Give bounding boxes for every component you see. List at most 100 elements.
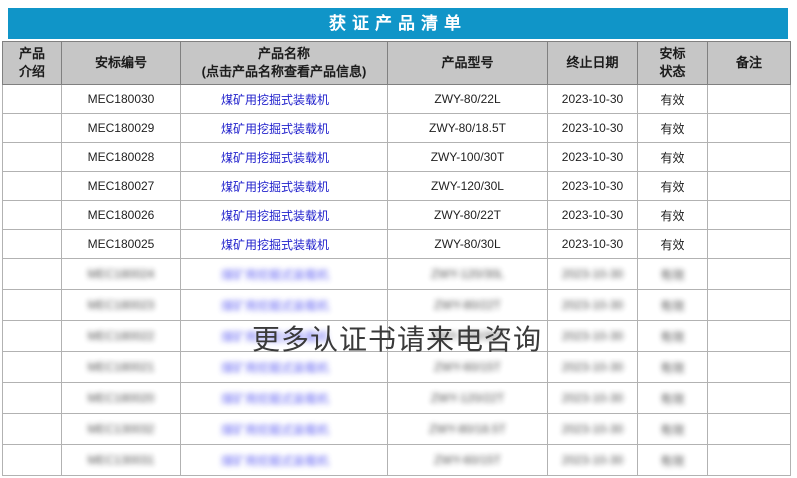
cell-safety-code: MEC180024 [61, 258, 181, 290]
product-name-link[interactable]: 煤矿用挖掘式装载机 [221, 391, 330, 406]
cell-product-model-text: ZWY-80/22T [434, 208, 501, 222]
cell-product-model-text: ZWY-80/18.5T [429, 422, 506, 436]
cell-status: 有效 [637, 413, 708, 445]
cell-status: 有效 [637, 382, 708, 414]
cell-remark [707, 258, 791, 290]
product-name-link[interactable]: 煤矿用挖掘式装载机 [221, 298, 330, 313]
column-header-name: 产品名称 (点击产品名称查看产品信息) [180, 41, 388, 85]
cell-product-model: ZWY-80/18.5T [387, 413, 548, 445]
table-row: MEC180028 煤矿用挖掘式装载机 ZWY-100/30T 2023-10-30 有… [2, 142, 791, 172]
cell-safety-code: MEC180028 [61, 142, 181, 172]
cell-remark [707, 229, 791, 259]
cell-end-date-text: 2023-10-30 [561, 121, 624, 135]
product-name-link[interactable]: 煤矿用挖掘式装载机 [221, 237, 330, 252]
product-name-link[interactable]: 煤矿用挖掘式装载机 [221, 329, 330, 344]
cell-end-date-text: 2023-10-30 [561, 92, 624, 106]
cell-status-text: 有效 [660, 267, 685, 282]
cell-remark [707, 444, 791, 476]
product-name-link[interactable]: 煤矿用挖掘式装载机 [221, 422, 330, 437]
cell-product-name: 煤矿用挖掘式装载机 [180, 413, 388, 445]
cell-end-date: 2023-10-30 [547, 229, 638, 259]
cell-safety-code-text: MEC180028 [87, 150, 155, 164]
cell-product-intro [2, 229, 62, 259]
cell-product-intro [2, 84, 62, 114]
cell-product-model-text: ZWY-80/30L [434, 237, 501, 251]
cell-safety-code-text: MEC180027 [87, 179, 155, 193]
cell-status: 有效 [637, 113, 708, 143]
cell-product-name: 煤矿用挖掘式装载机 [180, 258, 388, 290]
cell-product-intro [2, 289, 62, 321]
cell-product-intro [2, 142, 62, 172]
cell-end-date: 2023-10-30 [547, 113, 638, 143]
product-name-link[interactable]: 煤矿用挖掘式装载机 [221, 453, 330, 468]
table-row: MEC180023 煤矿用挖掘式装载机 ZWY-80/22T 2023-10-30 有效 [2, 289, 791, 321]
cell-safety-code-text: MEC130032 [87, 422, 155, 436]
cell-product-intro [2, 444, 62, 476]
cell-safety-code: MEC180029 [61, 113, 181, 143]
cell-status-text: 有效 [660, 422, 685, 437]
cell-status: 有效 [637, 171, 708, 201]
cell-remark [707, 84, 791, 114]
cell-safety-code-text: MEC130031 [87, 453, 155, 467]
cell-product-name: 煤矿用挖掘式装载机 [180, 382, 388, 414]
cell-safety-code-text: MEC180029 [87, 121, 155, 135]
cell-product-intro [2, 413, 62, 445]
product-name-link[interactable]: 煤矿用挖掘式装载机 [221, 121, 330, 136]
cell-product-name: 煤矿用挖掘式装载机 [180, 351, 388, 383]
table-row: MEC180025 煤矿用挖掘式装载机 ZWY-80/30L 2023-10-30 有效 [2, 229, 791, 259]
cell-safety-code: MEC180022 [61, 320, 181, 352]
table-header-row: 产品 介绍 安标编号 产品名称 (点击产品名称查看产品信息) 产品型号 终止日期 安标 状… [2, 41, 791, 85]
cell-product-model: ZWY-120/30L [387, 258, 548, 290]
column-header-remark: 备注 [707, 41, 791, 85]
cell-status-text: 有效 [660, 329, 685, 344]
cell-product-model: ZWY-80/30L [387, 229, 548, 259]
cell-product-intro [2, 200, 62, 230]
cell-remark [707, 171, 791, 201]
cell-remark [707, 113, 791, 143]
cell-product-model: ZWY-60/15T [387, 351, 548, 383]
cell-status-text: 有效 [660, 360, 685, 375]
cell-end-date: 2023-10-30 [547, 382, 638, 414]
cell-safety-code-text: MEC180020 [87, 391, 155, 405]
column-header-end: 终止日期 [547, 41, 638, 85]
cell-product-name: 煤矿用挖掘式装载机 [180, 444, 388, 476]
product-name-link[interactable]: 煤矿用挖掘式装载机 [221, 179, 330, 194]
cell-end-date: 2023-10-30 [547, 171, 638, 201]
column-header-intro: 产品 介绍 [2, 41, 62, 85]
table-row: MEC180024 煤矿用挖掘式装载机 ZWY-120/30L 2023-10-30 有… [2, 258, 791, 290]
cell-product-model-text: ZWY-80/22T [434, 298, 501, 312]
column-header-model: 产品型号 [387, 41, 548, 85]
cell-status-text: 有效 [660, 237, 685, 252]
cell-safety-code-text: MEC180025 [87, 237, 155, 251]
cell-remark [707, 320, 791, 352]
cell-status: 有效 [637, 84, 708, 114]
cell-end-date-text: 2023-10-30 [561, 391, 624, 405]
cell-product-model-text: ZWY-80/22L [434, 92, 501, 106]
cell-end-date-text: 2023-10-30 [561, 360, 624, 374]
cell-product-model: ZWY-80/18.5T [387, 113, 548, 143]
product-name-link[interactable]: 煤矿用挖掘式装载机 [221, 92, 330, 107]
cell-product-intro [2, 171, 62, 201]
page-title: 获证产品清单 [8, 8, 788, 39]
product-name-link[interactable]: 煤矿用挖掘式装载机 [221, 267, 330, 282]
cell-remark [707, 351, 791, 383]
cell-end-date: 2023-10-30 [547, 351, 638, 383]
table-row: MEC180030 煤矿用挖掘式装载机 ZWY-80/22L 2023-10-30 有效 [2, 84, 791, 114]
cell-status: 有效 [637, 444, 708, 476]
cell-product-model: ZWY-80/22T [387, 289, 548, 321]
product-name-link[interactable]: 煤矿用挖掘式装载机 [221, 150, 330, 165]
cell-status-text: 有效 [660, 150, 685, 165]
cell-safety-code: MEC130031 [61, 444, 181, 476]
cell-safety-code-text: MEC180024 [87, 267, 155, 281]
cell-safety-code: MEC180021 [61, 351, 181, 383]
product-name-link[interactable]: 煤矿用挖掘式装载机 [221, 208, 330, 223]
cell-end-date-text: 2023-10-30 [561, 267, 624, 281]
cell-product-name: 煤矿用挖掘式装载机 [180, 171, 388, 201]
cell-remark [707, 382, 791, 414]
cell-product-intro [2, 351, 62, 383]
cell-end-date: 2023-10-30 [547, 444, 638, 476]
product-name-link[interactable]: 煤矿用挖掘式装载机 [221, 360, 330, 375]
cell-product-model-text: ZWY-120/30L [431, 267, 504, 281]
cell-status: 有效 [637, 229, 708, 259]
